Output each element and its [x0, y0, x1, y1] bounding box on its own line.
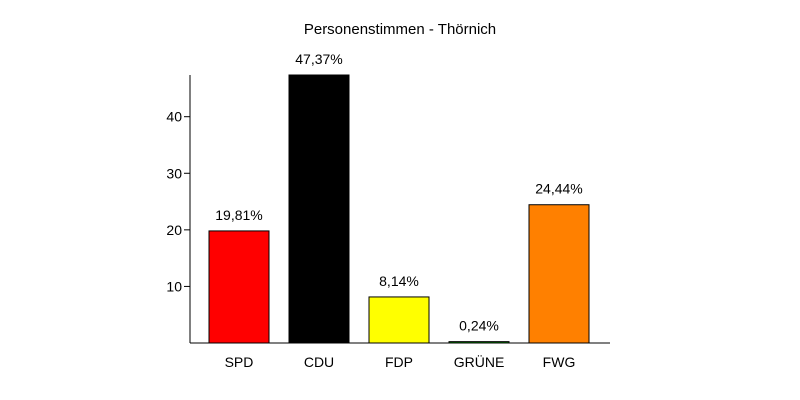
x-tick-label: GRÜNE [454, 353, 505, 370]
y-axis-ticks: 10 20 30 40 [166, 109, 190, 294]
bar-grüne [448, 341, 510, 344]
x-tick-label: FDP [385, 354, 413, 370]
value-label: 8,14% [379, 273, 419, 289]
y-tick-label: 20 [166, 222, 182, 238]
x-tick-label: SPD [225, 354, 254, 370]
y-tick-label: 40 [166, 109, 182, 125]
bar-cdu [288, 74, 350, 344]
bars [208, 74, 590, 344]
x-axis-labels: SPD CDU FDP GRÜNE FWG [225, 353, 576, 370]
value-label: 47,37% [295, 51, 342, 67]
value-label: 24,44% [535, 181, 582, 197]
y-tick-label: 30 [166, 165, 182, 181]
value-label: 0,24% [459, 318, 499, 334]
y-tick-label: 10 [166, 278, 182, 294]
x-tick-label: FWG [543, 354, 576, 370]
chart-title: Personenstimmen - Thörnich [304, 21, 496, 38]
value-labels: 19,81% 47,37% 8,14% 0,24% 24,44% [215, 51, 582, 334]
bar-spd [208, 230, 270, 344]
bar-fwg [528, 204, 590, 344]
x-tick-label: CDU [304, 354, 334, 370]
bar-fdp [368, 296, 430, 344]
value-label: 19,81% [215, 207, 262, 223]
